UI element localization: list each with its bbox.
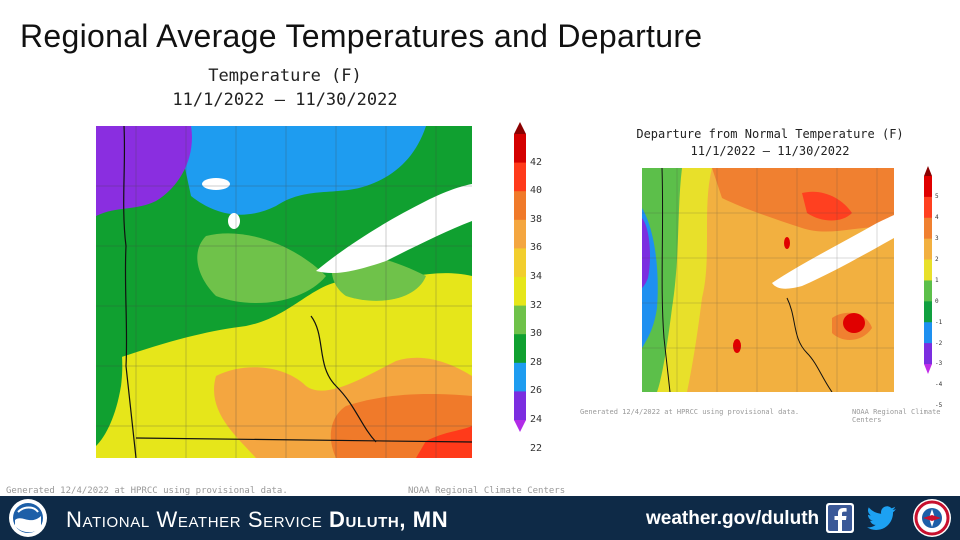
departure-colorbar: [924, 166, 932, 374]
colorbar-segment: [924, 343, 932, 365]
colorbar-segment: [924, 301, 932, 323]
colorbar-segment: [924, 238, 932, 261]
colorbar-segment: [514, 362, 526, 392]
colorbar-tick-label: 30: [530, 328, 543, 340]
footer-bar: [0, 496, 960, 540]
noaa-logo[interactable]: [8, 498, 48, 538]
office-website[interactable]: weather.gov/duluth: [646, 508, 820, 529]
colorbar-tick-label: -3: [935, 360, 943, 368]
colorbar-segment: [924, 322, 932, 344]
colorbar-segment: [514, 134, 526, 164]
facebook-icon[interactable]: [826, 503, 854, 533]
colorbar-segment: [514, 219, 526, 249]
twitter-icon[interactable]: [866, 503, 898, 533]
colorbar-tick-label: 40: [530, 185, 543, 197]
right-map-generated-note: Generated 12/4/2022 at HPRCC using provi…: [580, 408, 800, 416]
left-map-title: Temperature (F): [208, 66, 362, 86]
slide-title: Regional Average Temperatures and Depart…: [20, 18, 703, 54]
colorbar-tick-label: -5: [935, 402, 943, 410]
colorbar-tick-label: -4: [935, 381, 943, 389]
left-map-generated-note: Generated 12/4/2022 at HPRCC using provi…: [6, 486, 288, 496]
colorbar-tick-label: 36: [530, 242, 543, 254]
colorbar-tick-label: 4: [935, 214, 939, 222]
temperature-colorbar: [514, 122, 526, 432]
colorbar-segment: [924, 196, 932, 219]
colorbar-segment: [924, 176, 932, 198]
colorbar-segment: [924, 280, 932, 302]
colorbar-tick-label: 1: [935, 276, 939, 284]
colorbar-tip-top: [514, 122, 526, 134]
right-map-credit: NOAA Regional Climate Centers: [852, 408, 941, 424]
colorbar-segment: [514, 334, 526, 364]
colorbar-tick-label: 38: [530, 213, 543, 225]
left-map-credit: NOAA Regional Climate Centers: [408, 486, 566, 496]
colorbar-segment: [514, 305, 526, 335]
footer-agency-name: National Weather Service Duluth, MN: [66, 507, 448, 533]
colorbar-segment: [514, 191, 526, 221]
departure-map: [642, 168, 894, 392]
agency-name: National Weather Service: [66, 507, 323, 532]
office-name: Duluth, MN: [329, 507, 449, 532]
colorbar-tick-label: 0: [935, 297, 939, 305]
colorbar-tip-bottom: [924, 364, 932, 374]
colorbar-tick-label: 34: [530, 271, 543, 282]
colorbar-tick-label: -1: [935, 318, 943, 326]
colorbar-tick-label: 32: [530, 299, 543, 311]
right-map-period: 11/1/2022 – 11/30/2022: [690, 144, 850, 158]
colorbar-tick-label: 3: [935, 235, 939, 243]
colorbar-tick-label: 26: [530, 385, 543, 397]
nws-logo[interactable]: [912, 498, 952, 538]
colorbar-tick-label: 5: [935, 193, 939, 201]
colorbar-tick-label: 24: [530, 414, 543, 425]
colorbar-tip-bottom: [514, 420, 526, 432]
colorbar-tick-label: 22: [530, 442, 543, 454]
temperature-map: [96, 126, 472, 458]
colorbar-segment: [514, 162, 526, 192]
right-map-title: Departure from Normal Temperature (F): [636, 127, 904, 141]
colorbar-segment: [514, 277, 526, 307]
left-map-period: 11/1/2022 – 11/30/2022: [172, 90, 398, 110]
left-map-header: Temperature (F) 11/1/2022 – 11/30/2022: [130, 64, 440, 112]
colorbar-segment: [514, 391, 526, 421]
colorbar-segment: [514, 248, 526, 278]
colorbar-tick-label: 2: [935, 255, 939, 263]
colorbar-tick-label: -2: [935, 339, 943, 347]
colorbar-tick-label: 42: [530, 156, 543, 168]
colorbar-tip-top: [924, 166, 932, 176]
colorbar-segment: [924, 259, 932, 281]
right-map-header: Departure from Normal Temperature (F) 11…: [620, 126, 920, 160]
colorbar-tick-label: 28: [530, 356, 543, 368]
colorbar-segment: [924, 217, 932, 240]
